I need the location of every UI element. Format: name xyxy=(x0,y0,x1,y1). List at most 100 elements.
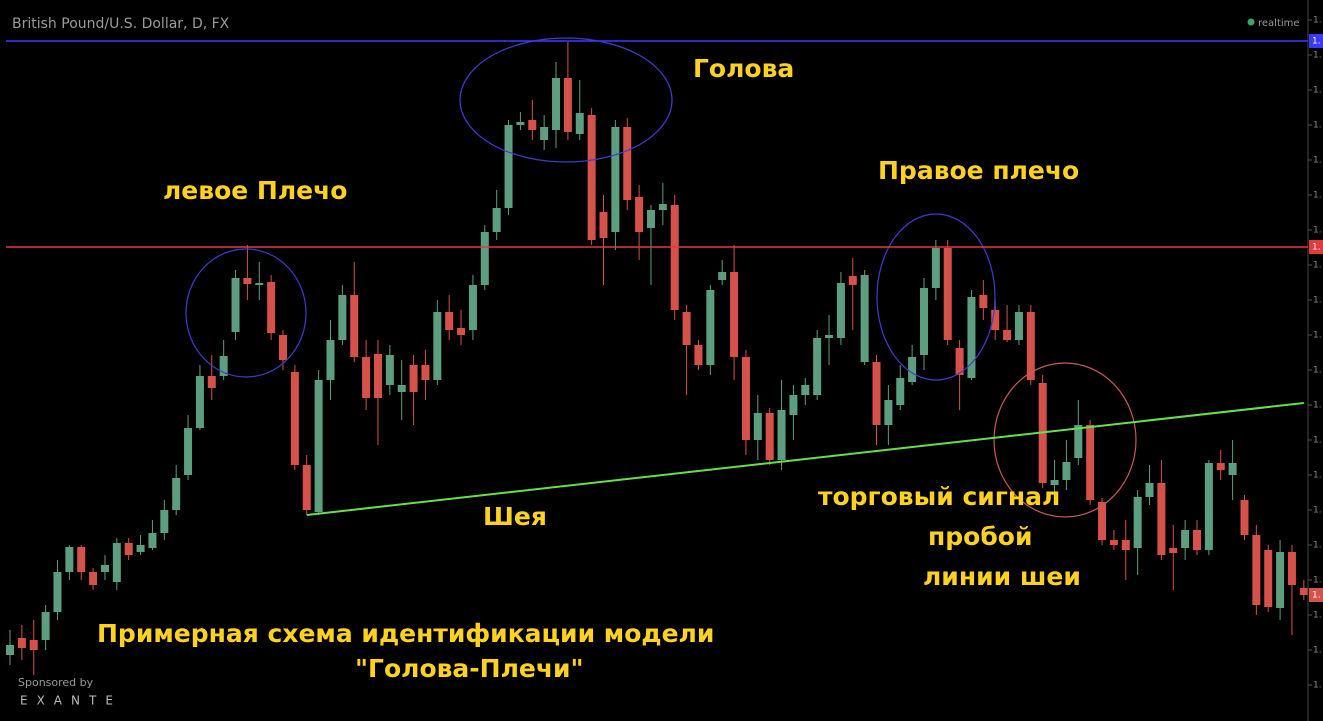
shoulder-ellipse xyxy=(185,248,307,378)
annotation: пробой xyxy=(928,522,1033,551)
candle-body xyxy=(563,78,572,132)
candle-body xyxy=(1050,480,1059,485)
y-tick-label: 1. xyxy=(1313,506,1322,516)
candle-body xyxy=(943,248,952,340)
candle-body xyxy=(789,395,798,415)
candle-body xyxy=(373,354,382,398)
y-tick-label: 1. xyxy=(1313,646,1322,656)
candle-body xyxy=(338,295,347,340)
candle-body xyxy=(908,357,917,382)
status: realtime xyxy=(1258,18,1300,29)
candle-body xyxy=(718,272,727,280)
candle-body xyxy=(100,565,109,572)
candle-body xyxy=(836,283,845,338)
candle-body xyxy=(468,285,477,330)
candle-body xyxy=(1204,463,1213,550)
candle-body xyxy=(77,547,86,572)
candle-body xyxy=(540,127,549,140)
candle-body xyxy=(1276,552,1285,608)
candle-body xyxy=(207,376,216,388)
candle-body xyxy=(694,345,703,365)
candle-body xyxy=(195,376,204,428)
candle-body xyxy=(575,113,584,134)
y-tick-label: 1. xyxy=(1313,401,1322,411)
y-tick-label: 1. xyxy=(1313,331,1322,341)
candle-body xyxy=(457,328,466,335)
price-marker xyxy=(1309,588,1323,602)
candle-body xyxy=(397,385,406,392)
y-tick-label: 1. xyxy=(1313,191,1322,201)
candle-body xyxy=(765,413,774,460)
candle-body xyxy=(492,208,501,232)
candle-body xyxy=(991,310,1000,330)
candle-body xyxy=(17,638,26,648)
candle-body xyxy=(611,127,620,232)
candle-body xyxy=(848,276,857,285)
candle-body xyxy=(741,357,750,440)
annotation: Правое плечо xyxy=(878,156,1079,185)
candle-body xyxy=(670,205,679,310)
candle-body xyxy=(1062,462,1071,480)
annotation: "Голова-Плечи" xyxy=(355,654,584,683)
y-tick-label: 1. xyxy=(1313,156,1322,166)
candle-body xyxy=(1121,540,1130,550)
candle-body xyxy=(623,127,632,200)
shoulder-ellipse xyxy=(876,213,996,381)
candle-body xyxy=(112,543,121,582)
candle-body xyxy=(1145,483,1154,497)
y-tick-label: 1. xyxy=(1313,261,1322,271)
candle-body xyxy=(967,297,976,378)
candle-body xyxy=(1157,483,1166,555)
candle-body xyxy=(172,478,181,510)
candle-body xyxy=(1216,463,1225,470)
y-tick-label: 1. xyxy=(1313,51,1322,61)
y-tick-label: 1. xyxy=(1313,436,1322,446)
candle-body xyxy=(29,640,38,650)
y-tick-label: 1. xyxy=(1313,681,1322,691)
annotation: линии шеи xyxy=(923,562,1081,591)
y-tick-label: 1. xyxy=(1313,226,1322,236)
candle-body xyxy=(504,125,513,208)
candle-body xyxy=(813,338,822,395)
candle-body xyxy=(801,385,810,395)
candle-body xyxy=(1109,540,1118,545)
candle-body xyxy=(1098,502,1107,540)
candle-body xyxy=(587,115,596,240)
candle-body xyxy=(1287,552,1296,585)
sponsor-name: EXANTE xyxy=(20,694,122,708)
candle-body xyxy=(184,428,193,475)
signal-ellipse xyxy=(993,362,1137,518)
candle-body xyxy=(777,410,786,460)
candle-body xyxy=(896,378,905,405)
annotation: левое Плечо xyxy=(163,176,347,205)
candle-body xyxy=(979,295,988,308)
candle-body xyxy=(243,278,252,284)
candle-body xyxy=(919,288,928,355)
price-marker-label: 1. xyxy=(1312,37,1321,47)
candle-body xyxy=(65,547,74,572)
y-tick-label: 1. xyxy=(1313,16,1322,26)
candle-body xyxy=(255,283,264,285)
candle-body xyxy=(528,120,537,130)
candle-body xyxy=(279,335,288,360)
price-marker-label: 1. xyxy=(1312,591,1321,601)
sponsor-caption: Sponsored by xyxy=(18,676,94,689)
y-tick-label: 1. xyxy=(1313,296,1322,306)
candle-body xyxy=(160,510,169,533)
annotation: Голова xyxy=(693,54,794,83)
candle-body xyxy=(350,295,359,357)
candle-body xyxy=(646,210,655,228)
candle-body xyxy=(706,290,715,365)
candle-body xyxy=(302,465,311,510)
candle-body xyxy=(1240,500,1249,535)
candle-body xyxy=(124,543,133,555)
candle-body xyxy=(635,197,644,232)
neckline xyxy=(306,402,1304,516)
candle-body xyxy=(1003,330,1012,340)
annotation: торговый сигнал xyxy=(818,482,1060,511)
y-tick-label: 1. xyxy=(1313,121,1322,131)
plot xyxy=(6,42,1308,675)
